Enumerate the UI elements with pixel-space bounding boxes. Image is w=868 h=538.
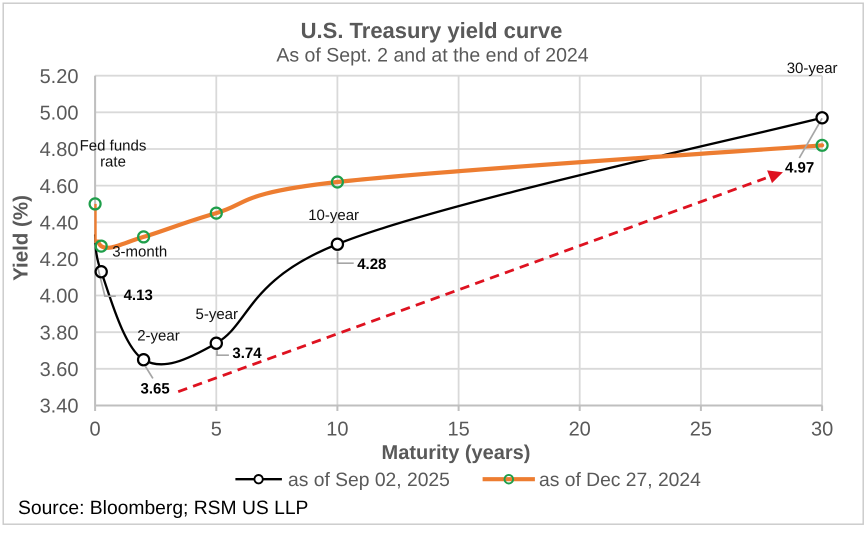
svg-text:0: 0 — [90, 419, 101, 441]
svg-text:rate: rate — [100, 153, 126, 170]
svg-text:U.S. Treasury yield curve: U.S. Treasury yield curve — [301, 18, 563, 43]
svg-text:as of Sep 02, 2025: as of Sep 02, 2025 — [288, 470, 450, 491]
svg-text:4.28: 4.28 — [357, 256, 386, 273]
svg-text:3-month: 3-month — [112, 244, 167, 261]
svg-text:Fed funds: Fed funds — [80, 138, 147, 155]
svg-text:Source: Bloomberg; RSM US LLP: Source: Bloomberg; RSM US LLP — [18, 498, 308, 519]
svg-text:10-year: 10-year — [308, 207, 359, 224]
svg-text:5: 5 — [211, 419, 222, 441]
svg-text:4.40: 4.40 — [40, 212, 79, 234]
svg-text:30: 30 — [811, 419, 833, 441]
svg-text:15: 15 — [447, 419, 469, 441]
svg-text:4.97: 4.97 — [785, 160, 814, 177]
svg-text:5.00: 5.00 — [40, 103, 79, 125]
svg-text:30-year: 30-year — [787, 60, 838, 77]
svg-text:4.00: 4.00 — [40, 286, 79, 308]
svg-text:3.80: 3.80 — [40, 322, 79, 344]
svg-text:2-year: 2-year — [137, 328, 180, 345]
svg-text:4.13: 4.13 — [124, 287, 153, 304]
svg-text:10: 10 — [326, 419, 348, 441]
svg-text:Maturity (years): Maturity (years) — [382, 442, 531, 464]
svg-text:3.65: 3.65 — [141, 381, 170, 398]
svg-text:20: 20 — [569, 419, 591, 441]
svg-text:5.20: 5.20 — [40, 66, 79, 88]
svg-text:As of Sept. 2 and at the end o: As of Sept. 2 and at the end of 2024 — [276, 44, 588, 66]
svg-text:3.60: 3.60 — [40, 359, 79, 381]
svg-text:3.40: 3.40 — [40, 396, 79, 418]
svg-text:4.80: 4.80 — [40, 139, 79, 161]
svg-text:25: 25 — [690, 419, 712, 441]
svg-text:4.60: 4.60 — [40, 176, 79, 198]
svg-text:as of Dec 27, 2024: as of Dec 27, 2024 — [539, 470, 701, 491]
svg-text:Yield (%): Yield (%) — [10, 195, 33, 281]
svg-text:4.20: 4.20 — [40, 249, 79, 271]
svg-text:3.74: 3.74 — [232, 345, 262, 362]
svg-text:5-year: 5-year — [196, 306, 239, 323]
